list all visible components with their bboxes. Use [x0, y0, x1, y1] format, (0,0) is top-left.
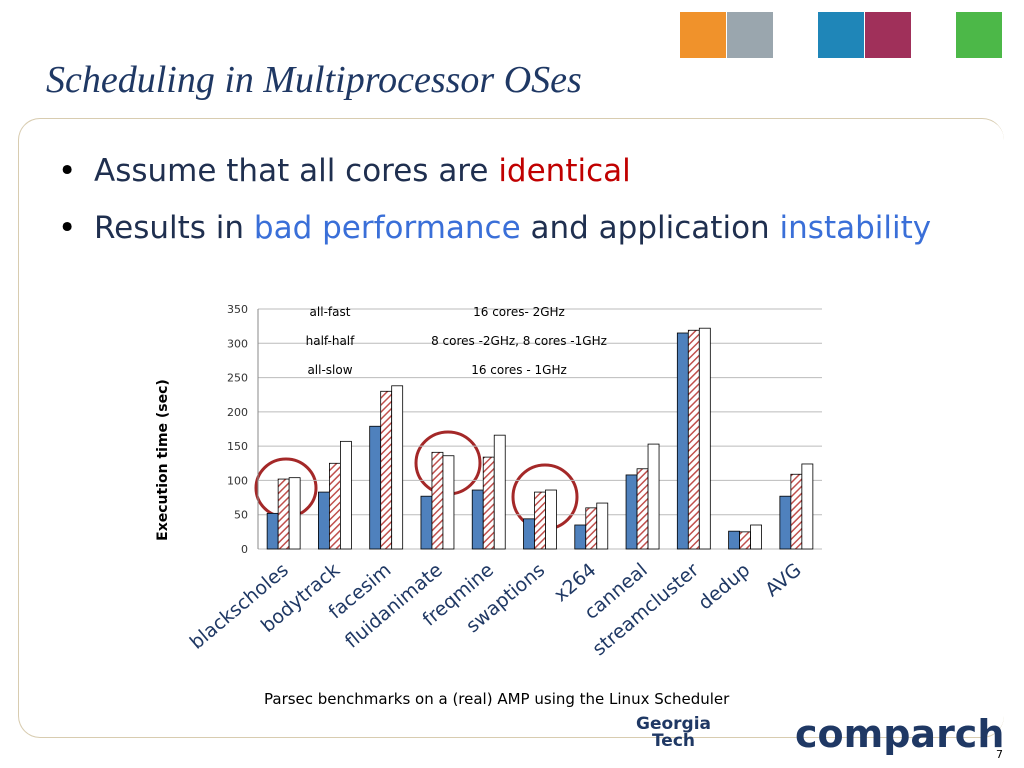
- bullet-text: Assume that all cores are identical: [94, 148, 968, 195]
- bar: [779, 495, 792, 550]
- deco: [680, 12, 726, 58]
- bar: [369, 425, 382, 550]
- bar: [636, 468, 649, 550]
- bar: [647, 443, 660, 550]
- text-run: Results in: [94, 210, 254, 246]
- legend-description: 16 cores - 1GHz: [471, 363, 567, 377]
- bullet-text: Results in bad performance and applicati…: [94, 205, 968, 252]
- bar: [329, 462, 341, 550]
- bullet: Assume that all cores are identical: [58, 148, 968, 195]
- bar: [585, 507, 598, 550]
- bar: [277, 478, 290, 550]
- bar: [728, 530, 740, 550]
- deco: [727, 12, 773, 58]
- bar: [574, 524, 587, 550]
- logo: comparch: [795, 712, 1005, 756]
- bar: [288, 477, 301, 550]
- text-run: instability: [779, 210, 932, 246]
- y-tick-label: 0: [241, 543, 248, 556]
- legend-label: all-fast: [310, 305, 351, 319]
- text-run: and application: [520, 210, 780, 246]
- text-run: identical: [498, 153, 631, 189]
- bullet: Results in bad performance and applicati…: [58, 205, 968, 252]
- y-tick-label: 250: [227, 372, 248, 385]
- chart: Execution time (sec) 0 50 100 150 200 250 300 3…: [155, 303, 822, 660]
- y-tick-label: 200: [227, 406, 248, 419]
- logo-text: Tech: [651, 731, 696, 751]
- logo-text: Georgia: [636, 714, 712, 734]
- caption: Parsec benchmarks on a (real) AMP using …: [264, 690, 730, 708]
- legend-description: 16 cores- 2GHz: [473, 305, 565, 319]
- bar: [739, 531, 751, 550]
- bar: [687, 329, 700, 550]
- bar: [471, 489, 484, 550]
- legend-description: 8 cores -2GHz, 8 cores -1GHz: [431, 334, 607, 348]
- bar: [698, 327, 711, 550]
- bar: [534, 491, 546, 550]
- bar: [750, 524, 762, 550]
- logo: Georgia Tech: [636, 716, 711, 750]
- bar: [442, 455, 455, 550]
- bar: [391, 385, 404, 550]
- bar: [420, 495, 433, 550]
- bar: [493, 434, 506, 550]
- bar: [545, 489, 557, 550]
- bar: [482, 456, 495, 550]
- bar: [676, 332, 689, 550]
- bar: [596, 502, 609, 550]
- bar: [380, 390, 393, 550]
- slide-title: Scheduling in Multiprocessor OSes: [46, 59, 582, 101]
- bar: [790, 473, 803, 550]
- y-tick-label: 350: [227, 303, 248, 316]
- y-tick-label: 100: [227, 474, 248, 487]
- text-run: bad performance: [253, 210, 521, 246]
- y-axis-label: Execution time (sec): [155, 379, 171, 541]
- deco: [818, 12, 864, 58]
- x-tick-label: AVG: [761, 559, 805, 601]
- deco: [865, 12, 911, 58]
- y-tick-label: 50: [234, 509, 248, 522]
- legend-label: half-half: [306, 334, 355, 348]
- bar: [318, 491, 330, 550]
- content-box: [18, 118, 1004, 738]
- legend-label: all-slow: [307, 363, 352, 377]
- deco: [956, 12, 1002, 58]
- bar: [625, 474, 638, 550]
- bar: [340, 440, 352, 550]
- bar: [523, 518, 535, 550]
- text-run: Assume that all cores are: [94, 153, 499, 189]
- bar: [266, 512, 279, 550]
- y-tick-label: 150: [227, 440, 248, 453]
- bar: [801, 463, 814, 550]
- bar: [431, 451, 444, 550]
- y-tick-label: 300: [227, 337, 248, 350]
- page-number: 7: [996, 748, 1003, 761]
- x-tick-label: dedup: [694, 559, 754, 614]
